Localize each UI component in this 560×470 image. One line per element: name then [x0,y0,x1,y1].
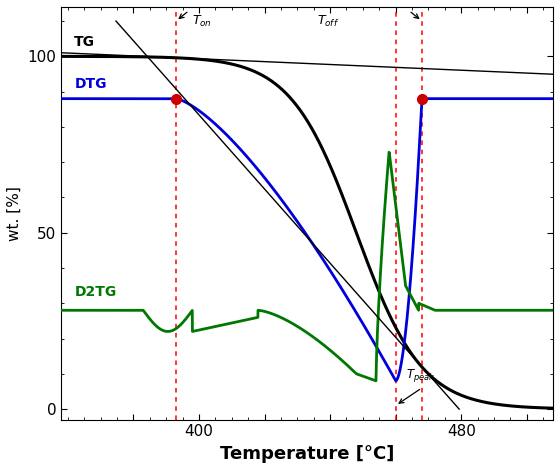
Text: $T_{off}$: $T_{off}$ [317,14,339,29]
X-axis label: Temperature [°C]: Temperature [°C] [220,445,394,463]
Text: D2TG: D2TG [74,285,116,299]
Text: $T_{peak}$: $T_{peak}$ [405,368,435,384]
Text: TG: TG [74,35,95,49]
Text: DTG: DTG [74,77,107,91]
Y-axis label: wt. [%]: wt. [%] [7,186,22,241]
Text: $T_{on}$: $T_{on}$ [193,14,212,29]
